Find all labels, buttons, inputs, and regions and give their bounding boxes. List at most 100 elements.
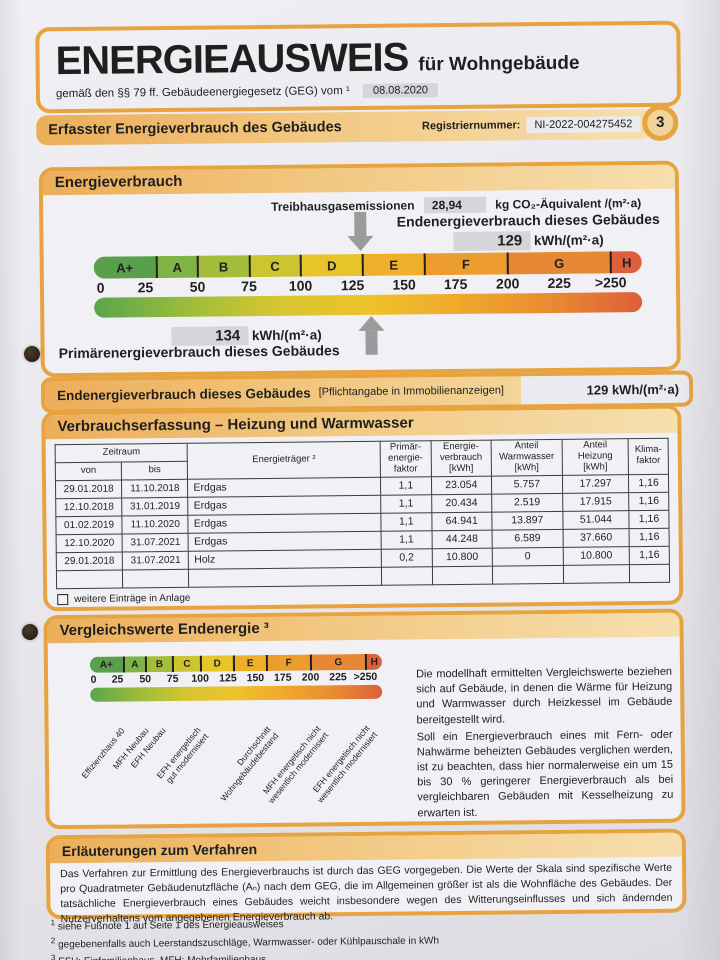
- table-cell: Erdgas: [187, 477, 381, 498]
- compare-scale: A+ A B C D E F G H 0 25 50 75 100 125 150 175 200 225 >250: [89, 653, 383, 702]
- scale-class-f: F: [423, 252, 507, 276]
- title-box: ENERGIEAUSWEIS für Wohngebäude gemäß den…: [35, 20, 682, 114]
- scale-class-c: C: [248, 254, 300, 278]
- compare-scale-ticks: 0 25 50 75 100 125 150 175 200 225 >250: [90, 670, 382, 688]
- footnote-2-text: gegebenenfalls auch Leerstandszuschläge,…: [58, 935, 440, 951]
- scale-tick: 150: [392, 276, 416, 293]
- scale-class-label: G: [334, 656, 343, 668]
- table-cell: 1,1: [380, 512, 432, 532]
- scale-tick: 125: [340, 276, 365, 294]
- scale-class-aplus: A+: [89, 656, 123, 673]
- col-header-energietraeger: Energieträger ²: [187, 441, 381, 480]
- scale-class-g: G: [506, 251, 611, 275]
- table-cell: 17.297: [562, 474, 629, 494]
- scale-class-label: E: [246, 657, 254, 669]
- scale-class-e: E: [232, 654, 266, 672]
- table-cell: [56, 569, 123, 589]
- table-cell: 10.800: [563, 546, 630, 566]
- col-header-pef: Primär- energie- faktor: [379, 440, 432, 478]
- table-cell: 6.589: [491, 529, 564, 548]
- footnote-2-mark: 2: [50, 935, 56, 945]
- scale-tick: 0: [90, 673, 97, 686]
- method-box: Erläuterungen zum Verfahren Das Verfahre…: [45, 828, 687, 925]
- col-header-warmwasser: Anteil Warmwasser [kWh]: [490, 439, 563, 476]
- scale-tick: 25: [111, 673, 124, 686]
- arrow-down-icon: [347, 235, 374, 252]
- scale-class-d: D: [199, 655, 233, 672]
- compare-section-title: Vergleichswerte Endenergie ³: [47, 612, 680, 644]
- scale-class-label: E: [389, 257, 399, 273]
- scale-class-label: A+: [116, 259, 134, 276]
- more-entries-checkbox[interactable]: [57, 593, 69, 605]
- table-cell: 0,2: [381, 548, 433, 568]
- scale-tick: 50: [189, 278, 206, 295]
- col-header-klima: Klima- faktor: [628, 438, 669, 475]
- hole-punch-top: [24, 346, 40, 362]
- scale-class-b: B: [196, 255, 249, 278]
- table-cell: 29.01.2018: [56, 551, 123, 571]
- scale-tick: 175: [443, 275, 468, 293]
- end-row-value: 129 kWh/(m²·a): [520, 374, 690, 405]
- footnotes: 1 siehe Fußnote 1 auf Seite 1 des Energi…: [51, 913, 440, 960]
- energy-section-title: Energieverbrauch: [42, 164, 675, 196]
- scale-class-h: H: [364, 653, 382, 670]
- law-date: 08.08.2020: [362, 83, 439, 98]
- scale-class-label: D: [326, 257, 337, 273]
- end-energy-value: 129: [453, 231, 531, 252]
- scale-class-label: B: [155, 658, 164, 670]
- table-cell: Holz: [188, 549, 382, 570]
- scale-class-d: D: [299, 253, 362, 277]
- table-cell: Erdgas: [188, 495, 381, 516]
- end-row-label: Endenergieverbrauch dieses Gebäudes: [57, 385, 311, 403]
- scale-class-label: A: [172, 259, 182, 275]
- table-cell: 10.800: [431, 547, 493, 567]
- table-cell: 11.10.2020: [122, 515, 189, 534]
- table-cell: 13.897: [491, 511, 563, 530]
- scale-tick: 175: [273, 671, 292, 684]
- scale-class-h: H: [609, 251, 642, 274]
- table-cell: 1,1: [380, 476, 432, 496]
- compare-paragraph-2: Soll ein Energieverbrauch eines mit Fern…: [416, 728, 674, 819]
- table-cell: [492, 565, 564, 584]
- scale-class-e: E: [361, 253, 424, 276]
- table-cell: 11.10.2018: [121, 479, 189, 498]
- table-cell: 20.434: [431, 493, 492, 513]
- law-reference: gemäß den §§ 79 ff. Gebäudeenergiegesetz…: [55, 85, 350, 101]
- scale-tick: 125: [219, 672, 237, 685]
- scale-class-label: H: [621, 254, 632, 270]
- table-cell: 31.07.2021: [122, 533, 189, 552]
- table-cell: 1,1: [380, 494, 432, 514]
- table-cell: 23.054: [431, 475, 492, 495]
- table-cell: [563, 564, 630, 584]
- end-row-note: [Pflichtangabe in Immobilienanzeigen]: [318, 384, 505, 399]
- table-cell: [381, 566, 433, 586]
- consumption-table-body: 29.01.2018 11.10.2018 Erdgas 1,1 23.054 5.757…: [55, 474, 670, 589]
- registration-number-label: Registriernummer:: [421, 119, 521, 133]
- energy-scale: A+ A B C D E F G H 0 25 50 75 100 125 150 175 200 225 >250: [93, 251, 643, 318]
- table-cell: 1,16: [628, 474, 669, 493]
- scale-class-label: H: [370, 656, 379, 668]
- scale-class-g: G: [309, 653, 365, 671]
- scale-class-c: C: [172, 655, 200, 672]
- col-header-heizung: Anteil Heizung [kWh]: [561, 438, 629, 476]
- table-cell: Erdgas: [188, 513, 381, 534]
- scale-tick: 50: [139, 673, 152, 686]
- table-cell: 17.915: [562, 492, 629, 512]
- table-cell: 1,16: [628, 510, 670, 529]
- scale-tick: 200: [301, 671, 320, 684]
- scale-tick: 200: [495, 275, 520, 292]
- col-header-von: von: [55, 461, 122, 481]
- table-cell: [629, 564, 670, 583]
- scale-class-label: C: [183, 658, 191, 670]
- register-bar: Erfasster Energieverbrauch des Gebäudes …: [36, 108, 653, 146]
- footnote-3-text: EFH: Einfamilienhaus, MFH: Mehrfamilienh…: [58, 954, 266, 960]
- col-header-bis: bis: [121, 461, 188, 480]
- scale-tick: 225: [329, 671, 347, 684]
- scale-class-b: B: [144, 655, 173, 673]
- compare-labels: Effizienzhaus 40 MFH Neubau EFH Neubau EFH …: [80, 722, 384, 825]
- table-cell: [188, 567, 382, 588]
- consumption-box: Verbrauchserfassung – Heizung und Warmwa…: [41, 404, 684, 612]
- table-cell: 44.248: [431, 529, 493, 549]
- hole-punch-bottom: [22, 624, 38, 640]
